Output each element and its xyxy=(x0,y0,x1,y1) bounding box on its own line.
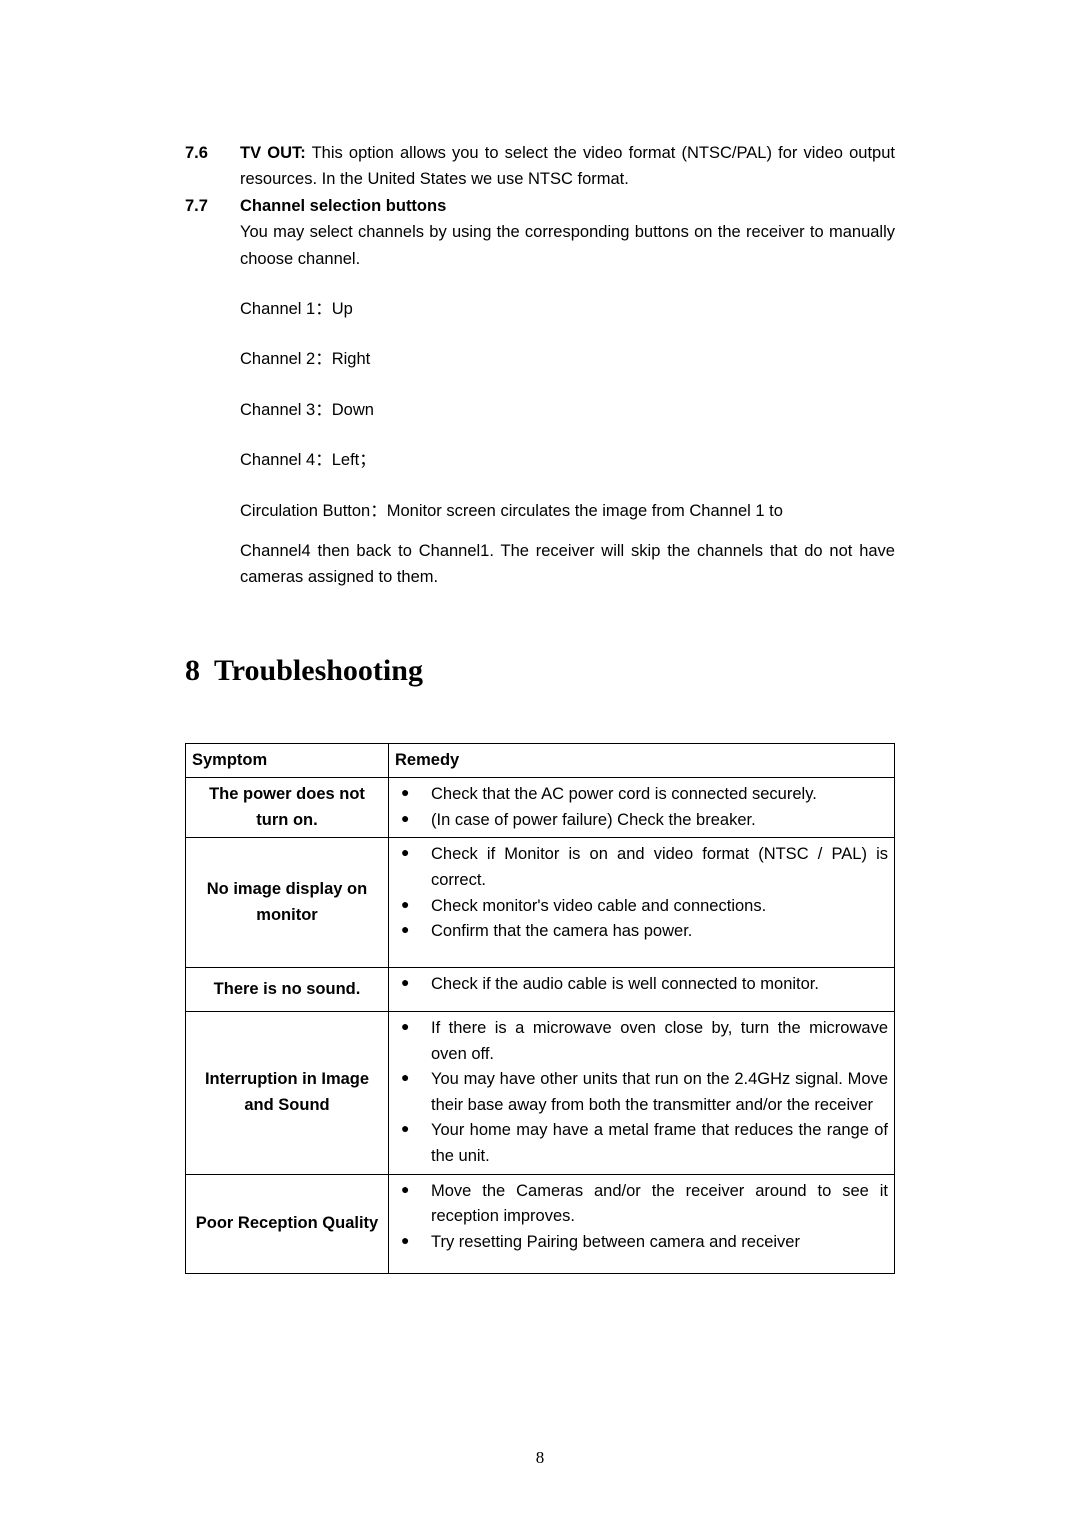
header-remedy: Remedy xyxy=(389,743,895,778)
remedy-item: Try resetting Pairing between camera and… xyxy=(395,1230,888,1256)
section-7-7-title: Channel selection buttons xyxy=(240,193,895,219)
remedy-item: Your home may have a metal frame that re… xyxy=(395,1118,888,1169)
section-8-heading: 8 Troubleshooting xyxy=(185,647,895,695)
symptom-interruption: Interruption in Image and Sound xyxy=(186,1012,389,1174)
circulation-line-1: Circulation Button：Monitor screen circul… xyxy=(240,498,895,524)
section-7-6-number: 7.6 xyxy=(185,140,240,193)
channel-3-line: Channel 3：Down xyxy=(240,397,895,423)
remedy-item: Check monitor's video cable and connecti… xyxy=(395,894,888,920)
table-row: The power does not turn on. Check that t… xyxy=(186,778,895,838)
remedy-no-sound: Check if the audio cable is well connect… xyxy=(389,967,895,1012)
section-8-number: 8 xyxy=(185,654,200,687)
remedy-item: (In case of power failure) Check the bre… xyxy=(395,808,888,834)
section-7-7-number: 7.7 xyxy=(185,193,240,219)
tv-out-text: This option allows you to select the vid… xyxy=(240,144,895,188)
channel-2-line: Channel 2：Right xyxy=(240,346,895,372)
table-header-row: Symptom Remedy xyxy=(186,743,895,778)
table-row: There is no sound. Check if the audio ca… xyxy=(186,967,895,1012)
channel-4-line: Channel 4：Left； xyxy=(240,447,895,473)
page: 7.6 TV OUT: This option allows you to se… xyxy=(0,0,1080,1527)
symptom-power: The power does not turn on. xyxy=(186,778,389,838)
section-7-7-intro: You may select channels by using the cor… xyxy=(240,219,895,272)
channel-1-line: Channel 1：Up xyxy=(240,296,895,322)
remedy-item: Check that the AC power cord is connecte… xyxy=(395,782,888,808)
remedy-interruption: If there is a microwave oven close by, t… xyxy=(389,1012,895,1174)
section-8-title: Troubleshooting xyxy=(214,654,423,687)
table-row: No image display on monitor Check if Mon… xyxy=(186,838,895,967)
remedy-item: Check if Monitor is on and video format … xyxy=(395,842,888,893)
remedy-item: You may have other units that run on the… xyxy=(395,1067,888,1118)
table-row: Interruption in Image and Sound If there… xyxy=(186,1012,895,1174)
section-7-7: 7.7 Channel selection buttons xyxy=(185,193,895,219)
remedy-poor-reception: Move the Cameras and/or the receiver aro… xyxy=(389,1174,895,1274)
symptom-no-image: No image display on monitor xyxy=(186,838,389,967)
remedy-no-image: Check if Monitor is on and video format … xyxy=(389,838,895,967)
tv-out-label: TV OUT: xyxy=(240,144,306,162)
header-symptom: Symptom xyxy=(186,743,389,778)
section-7-6-body: TV OUT: This option allows you to select… xyxy=(240,140,895,193)
remedy-item: If there is a microwave oven close by, t… xyxy=(395,1016,888,1067)
remedy-item: Move the Cameras and/or the receiver aro… xyxy=(395,1179,888,1230)
troubleshooting-table: Symptom Remedy The power does not turn o… xyxy=(185,743,895,1275)
table-row: Poor Reception Quality Move the Cameras … xyxy=(186,1174,895,1274)
remedy-power: Check that the AC power cord is connecte… xyxy=(389,778,895,838)
page-number: 8 xyxy=(0,1444,1080,1471)
section-7-6: 7.6 TV OUT: This option allows you to se… xyxy=(185,140,895,193)
symptom-poor-reception: Poor Reception Quality xyxy=(186,1174,389,1274)
remedy-item: Check if the audio cable is well connect… xyxy=(395,972,888,998)
remedy-item: Confirm that the camera has power. xyxy=(395,919,888,945)
symptom-no-sound: There is no sound. xyxy=(186,967,389,1012)
circulation-line-2: Channel4 then back to Channel1. The rece… xyxy=(240,538,895,591)
